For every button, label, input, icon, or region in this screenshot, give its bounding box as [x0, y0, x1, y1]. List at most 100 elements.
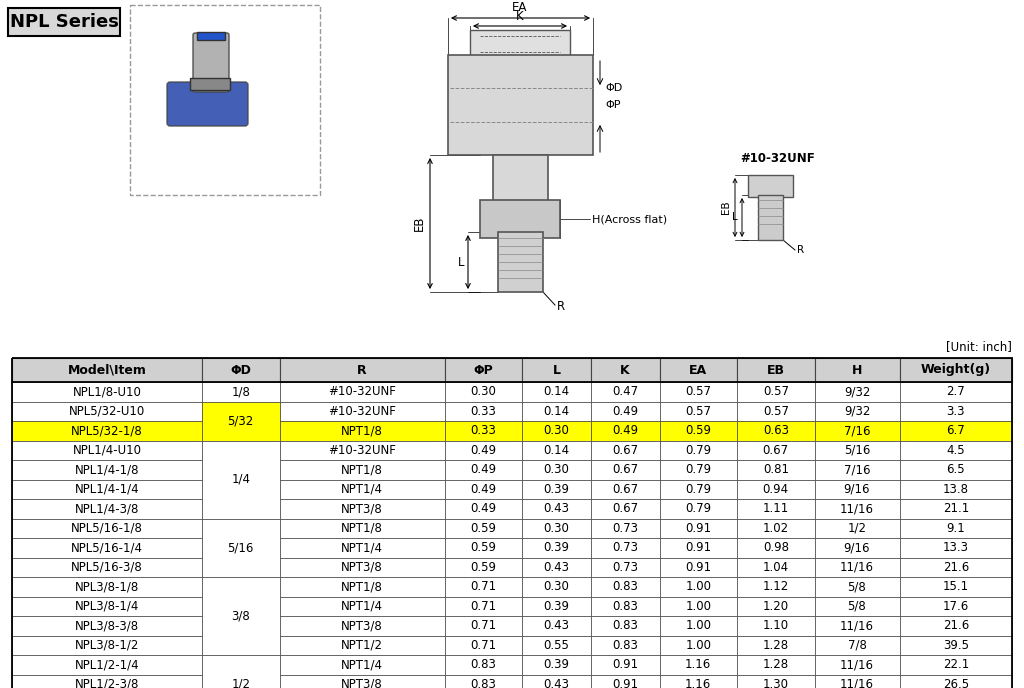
Text: 1.16: 1.16 [685, 658, 712, 671]
Text: 0.39: 0.39 [544, 658, 569, 671]
Bar [591, 440, 659, 460]
Text: 9/32: 9/32 [844, 385, 870, 398]
Bar [280, 557, 444, 577]
Text: 0.59: 0.59 [470, 522, 497, 535]
Text: 0.30: 0.30 [544, 424, 569, 438]
Bar [899, 538, 1012, 557]
Text: 0.71: 0.71 [470, 619, 497, 632]
Bar [737, 557, 814, 577]
Bar [444, 382, 522, 402]
Text: 0.39: 0.39 [544, 541, 569, 555]
Text: L: L [552, 363, 560, 376]
Text: [Unit: inch]: [Unit: inch] [946, 340, 1012, 353]
Text: NPL3/8-1/4: NPL3/8-1/4 [75, 600, 139, 613]
Text: 3.3: 3.3 [946, 405, 965, 418]
Bar [659, 499, 737, 519]
Bar [659, 538, 737, 557]
Text: 7/16: 7/16 [844, 463, 870, 476]
Text: 0.57: 0.57 [685, 405, 712, 418]
Bar [659, 674, 737, 688]
Text: EB: EB [413, 215, 426, 230]
Text: NPT1/8: NPT1/8 [341, 522, 383, 535]
Text: 0.14: 0.14 [544, 405, 569, 418]
Bar [814, 557, 899, 577]
Text: 0.30: 0.30 [470, 385, 497, 398]
Text: NPL5/16-1/8: NPL5/16-1/8 [71, 522, 143, 535]
Bar [280, 402, 444, 421]
Text: R: R [557, 301, 565, 314]
Bar [522, 480, 591, 499]
Text: 0.71: 0.71 [470, 580, 497, 593]
Text: NPL Series: NPL Series [9, 13, 119, 31]
Text: NPT3/8: NPT3/8 [341, 619, 383, 632]
Bar [659, 402, 737, 421]
Text: 1.00: 1.00 [685, 600, 712, 613]
Bar [737, 382, 814, 402]
Bar [280, 480, 444, 499]
Text: 0.49: 0.49 [470, 483, 497, 496]
Bar [737, 421, 814, 440]
Text: 0.63: 0.63 [763, 424, 788, 438]
Text: 0.91: 0.91 [685, 561, 712, 574]
Bar [130, 5, 319, 195]
Text: 11/16: 11/16 [840, 658, 874, 671]
Bar [737, 499, 814, 519]
Text: EB: EB [721, 200, 731, 214]
Bar [737, 655, 814, 674]
Text: 11/16: 11/16 [840, 502, 874, 515]
Bar [591, 358, 659, 382]
Bar [899, 480, 1012, 499]
Bar [737, 616, 814, 636]
FancyBboxPatch shape [193, 33, 229, 92]
Bar [444, 538, 522, 557]
Text: #10-32UNF: #10-32UNF [328, 444, 396, 457]
Text: NPL3/8-3/8: NPL3/8-3/8 [75, 619, 139, 632]
Bar [814, 499, 899, 519]
Bar [470, 30, 570, 58]
Text: 9/16: 9/16 [844, 541, 870, 555]
Bar [899, 577, 1012, 596]
Bar [444, 577, 522, 596]
Text: NPL3/8-1/2: NPL3/8-1/2 [75, 638, 139, 652]
Bar [280, 655, 444, 674]
Text: 0.57: 0.57 [685, 385, 712, 398]
Text: 0.59: 0.59 [470, 561, 497, 574]
Text: 21.6: 21.6 [943, 561, 969, 574]
Bar [444, 557, 522, 577]
Bar [280, 577, 444, 596]
Bar [737, 577, 814, 596]
Bar [899, 402, 1012, 421]
Bar [280, 382, 444, 402]
Text: ΦD: ΦD [605, 83, 623, 93]
Bar [737, 402, 814, 421]
Text: Weight(g): Weight(g) [921, 363, 991, 376]
Text: H: H [852, 363, 862, 376]
Bar [591, 499, 659, 519]
Bar [899, 382, 1012, 402]
Bar [899, 358, 1012, 382]
Bar [899, 655, 1012, 674]
Bar [899, 440, 1012, 460]
Text: 0.43: 0.43 [544, 678, 569, 688]
Text: NPL3/8-1/8: NPL3/8-1/8 [75, 580, 139, 593]
Bar [899, 460, 1012, 480]
Bar [8, 8, 120, 36]
Text: 0.55: 0.55 [544, 638, 569, 652]
Text: R: R [797, 245, 804, 255]
Bar [449, 55, 593, 155]
Text: NPL5/32-1/8: NPL5/32-1/8 [71, 424, 143, 438]
Text: 0.91: 0.91 [685, 541, 712, 555]
Bar [522, 655, 591, 674]
Bar [737, 358, 814, 382]
Bar [748, 175, 793, 197]
Bar [522, 636, 591, 655]
Text: 7/8: 7/8 [848, 638, 866, 652]
Bar [455, 58, 587, 152]
Text: 4.5: 4.5 [946, 444, 965, 457]
Text: 1.20: 1.20 [763, 600, 788, 613]
Text: H(Across flat): H(Across flat) [592, 214, 667, 224]
Text: 1.00: 1.00 [685, 638, 712, 652]
Text: #10-32UNF: #10-32UNF [328, 405, 396, 418]
Text: NPL1/8-U10: NPL1/8-U10 [73, 385, 141, 398]
Text: 0.67: 0.67 [763, 444, 788, 457]
